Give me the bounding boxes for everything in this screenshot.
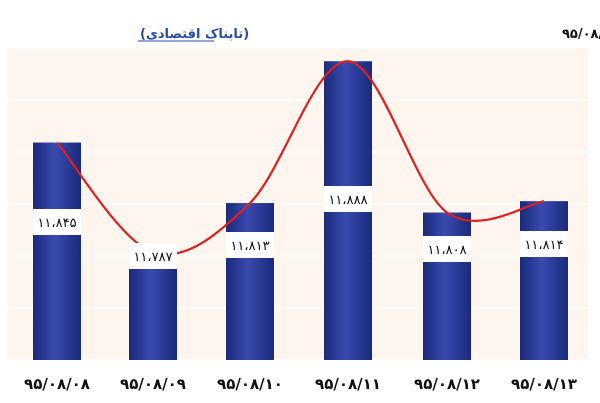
value-label-box bbox=[324, 186, 372, 212]
value-label: ۱۱،۸۴۵ bbox=[37, 216, 76, 231]
value-label-box bbox=[226, 232, 274, 258]
value-label: ۱۱،۷۸۷ bbox=[133, 250, 172, 265]
value-label-box bbox=[520, 231, 568, 257]
value-label-box bbox=[423, 236, 471, 262]
category-axis-labels: ۹۵/۰۸/۰۸ ۹۵/۰۸/۰۹ ۹۵/۰۸/۱۰ ۹۵/۰۸/۱۱ ۹۵/۰۸/۱۲… bbox=[24, 375, 577, 393]
grid-lines bbox=[8, 47, 588, 361]
chart-title: نرخ برابری لیر ترکیه در برابر ریال ایران… bbox=[562, 27, 600, 42]
value-labels: ۱۱،۸۴۵ ۱۱،۷۸۷ ۱۱،۸۱۳ ۱۱،۸۸۸ ۱۱،۸۰۸ ۱۱،۸۱۴ bbox=[33, 186, 568, 269]
bar bbox=[226, 203, 274, 360]
bar bbox=[423, 212, 471, 360]
value-label: ۱۱،۸۸۸ bbox=[328, 193, 367, 208]
category-label: ۹۵/۰۸/۰۹ bbox=[120, 375, 186, 393]
bar bbox=[520, 201, 568, 360]
category-label: ۹۵/۰۸/۱۲ bbox=[414, 375, 480, 393]
value-label: ۱۱،۸۰۸ bbox=[427, 243, 466, 258]
value-label: ۱۱،۸۱۳ bbox=[230, 239, 269, 254]
bars bbox=[33, 61, 568, 361]
value-label-box bbox=[33, 209, 81, 235]
category-label: ۹۵/۰۸/۱۳ bbox=[511, 375, 577, 393]
category-label: ۹۵/۰۸/۱۱ bbox=[315, 375, 381, 393]
bar bbox=[129, 252, 177, 360]
category-label: ۹۵/۰۸/۰۸ bbox=[24, 375, 90, 393]
bar bbox=[33, 142, 81, 360]
value-label-box bbox=[129, 243, 177, 269]
category-label: ۹۵/۰۸/۱۰ bbox=[217, 375, 283, 393]
source-label: (تابناک اقتصادی) bbox=[140, 27, 249, 42]
value-label: ۱۱،۸۱۴ bbox=[524, 238, 563, 253]
